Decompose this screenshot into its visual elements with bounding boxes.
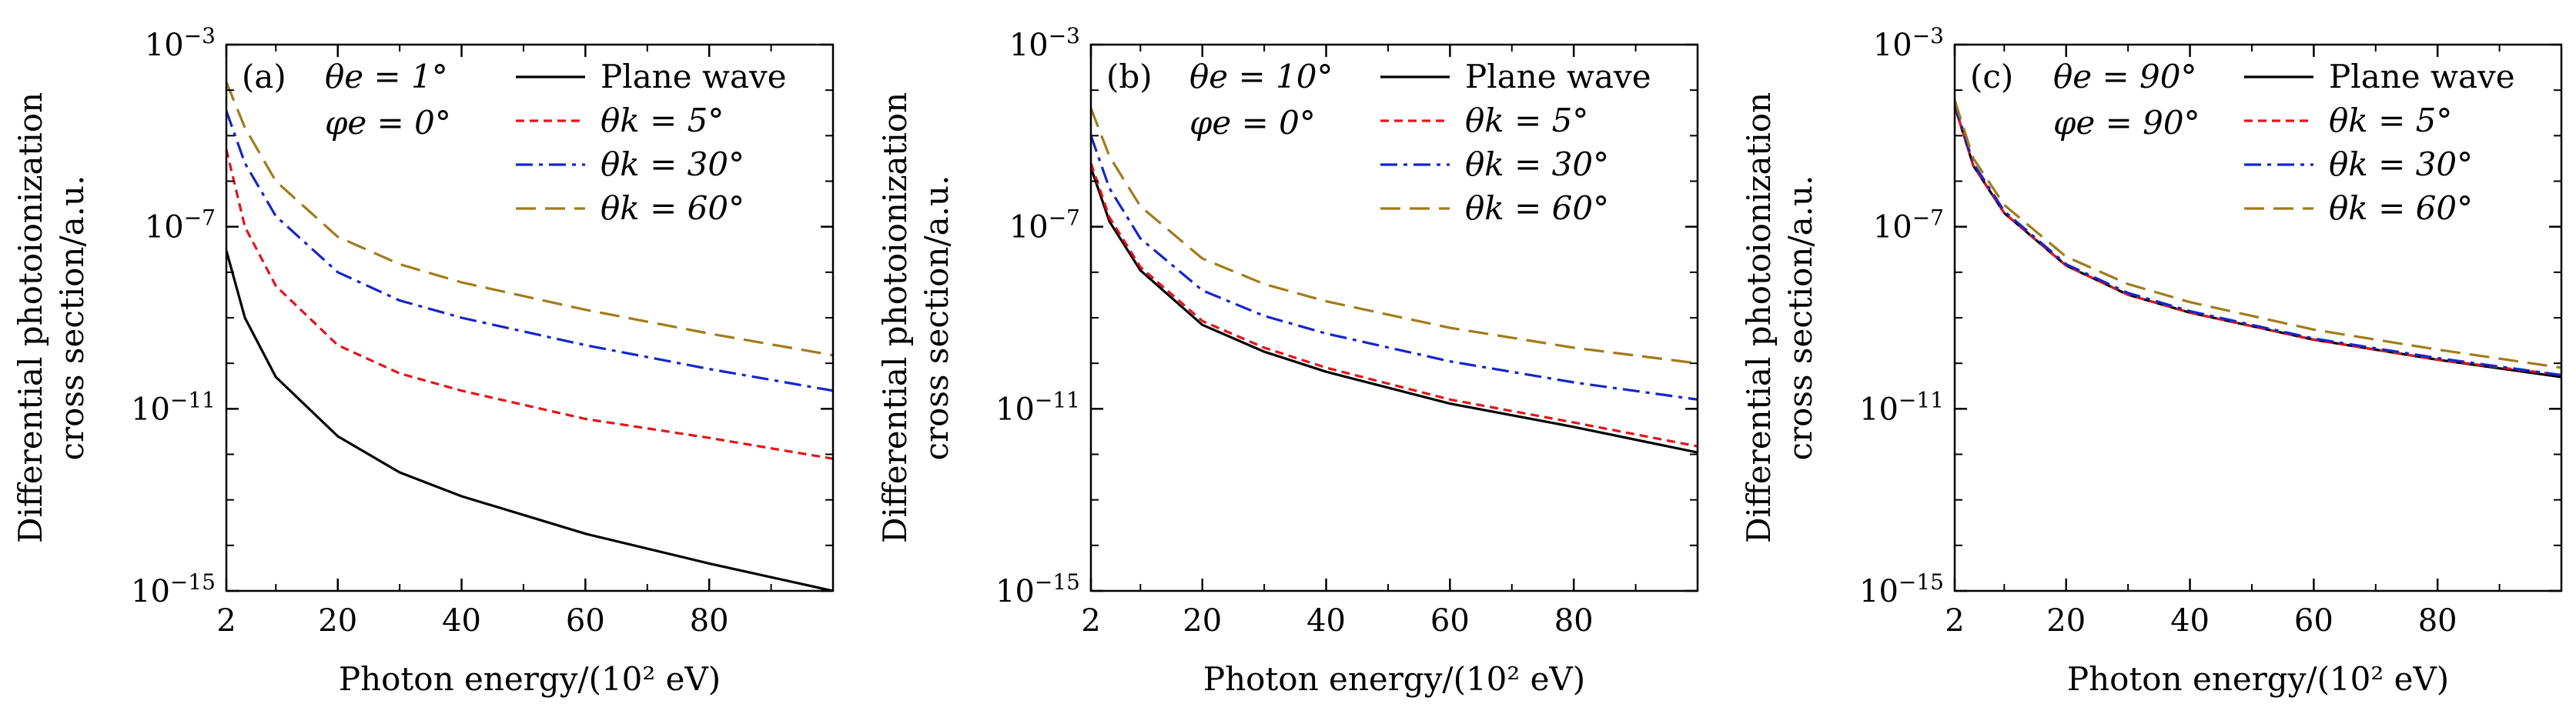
y-axis-label-line2: cross section/a.u.: [918, 175, 955, 461]
legend-label-plane: Plane wave: [2329, 58, 2515, 95]
y-axis-label-line1: Differential photoionization: [876, 92, 914, 543]
x-tick-label: 2: [1945, 603, 1964, 639]
annotation-phi-e: φe = 90°: [2053, 104, 2200, 142]
legend-label-k5: θk = 5°: [1465, 102, 1588, 139]
plot-frame: [225, 43, 835, 592]
legend-label-k30: θk = 30°: [1465, 145, 1609, 183]
legend-label-k60: θk = 60°: [2329, 189, 2473, 227]
x-axis-label: Photon energy/(10² eV): [1203, 660, 1585, 698]
y-axis-label-line2: cross section/a.u.: [1781, 175, 1819, 461]
panel-label: (b): [1106, 58, 1153, 95]
legend-label-k60: θk = 60°: [601, 189, 744, 227]
x-tick-label: 80: [1554, 603, 1594, 639]
panel-label: (a): [242, 58, 286, 95]
y-tick-label: 10−11: [1859, 387, 1944, 427]
y-tick-label: 10−15: [1859, 569, 1944, 609]
y-tick-label: 10−3: [145, 23, 216, 63]
series-line-k60: [1955, 99, 2561, 369]
y-tick-label: 10−11: [995, 387, 1080, 427]
x-tick-label: 60: [1430, 603, 1470, 639]
series-line-k5: [226, 148, 833, 460]
x-axis-label: Photon energy/(10² eV): [339, 660, 721, 698]
y-axis-label-line1: Differential photoionization: [1740, 92, 1778, 543]
legend-label-k60: θk = 60°: [1465, 189, 1609, 227]
series-line-plane: [1091, 167, 1698, 454]
x-tick-label: 20: [2046, 603, 2086, 639]
series-line-k30: [1955, 103, 2561, 377]
y-tick-label: 10−3: [1009, 23, 1080, 63]
legend-label-k5: θk = 5°: [2329, 102, 2452, 139]
chart-panel-b: 2 20 40 60 80 10−3 10−7 10−11 10−15 Photon energy…: [876, 23, 1699, 698]
series-line-k30: [226, 110, 833, 392]
y-tick-label: 10−7: [145, 205, 216, 245]
series-line-plane: [226, 250, 833, 591]
legend-label-plane: Plane wave: [1465, 58, 1651, 95]
annotation-theta-e: θe = 90°: [2053, 58, 2196, 95]
legend-label-k30: θk = 30°: [601, 145, 744, 183]
series-line-k60: [1091, 108, 1698, 365]
y-tick-label: 10−15: [131, 569, 216, 609]
y-axis-label-line2: cross section/a.u.: [53, 175, 91, 461]
x-tick-label: 40: [442, 603, 481, 639]
legend-label-k5: θk = 5°: [601, 102, 724, 139]
series-line-k5: [1955, 105, 2561, 377]
annotation-theta-e: θe = 1°: [325, 58, 448, 95]
y-tick-label: 10−15: [995, 569, 1080, 609]
series-line-k5: [1091, 162, 1698, 448]
annotation-theta-e: θe = 10°: [1189, 58, 1333, 95]
chart-panel-c: 2 20 40 60 80 10−3 10−7 10−11 10−15 Photon energy…: [1740, 23, 2563, 698]
x-axis-label: Photon energy/(10² eV): [2067, 660, 2449, 698]
legend-label-plane: Plane wave: [601, 58, 787, 95]
annotation-phi-e: φe = 0°: [325, 104, 451, 142]
x-tick-label: 60: [566, 603, 605, 639]
y-axis-label: Differential photoionization cross sectio…: [1740, 92, 1819, 543]
x-tick-label: 2: [216, 603, 236, 639]
panel-label: (c): [1970, 58, 2013, 95]
y-tick-label: 10−7: [1009, 205, 1080, 245]
x-tick-label: 20: [318, 603, 357, 639]
x-tick-label: 40: [1306, 603, 1346, 639]
chart-panel-a: 2 20 40 60 80 10−3 10−7 10−11 10−15 Photon energy…: [12, 23, 835, 698]
y-tick-label: 10−11: [131, 387, 216, 427]
y-axis-label: Differential photoionization cross sectio…: [876, 92, 955, 543]
annotation-phi-e: φe = 0°: [1189, 104, 1316, 142]
x-tick-label: 2: [1081, 603, 1100, 639]
plot-frame: [1089, 43, 1699, 592]
y-tick-label: 10−7: [1873, 205, 1944, 245]
series-line-k60: [226, 82, 833, 357]
x-tick-label: 40: [2170, 603, 2210, 639]
x-tick-label: 80: [2418, 603, 2457, 639]
x-tick-label: 20: [1183, 603, 1222, 639]
x-tick-label: 80: [690, 603, 729, 639]
y-axis-label: Differential photoionization cross sectio…: [12, 92, 91, 543]
y-axis-label-line1: Differential photoionization: [12, 92, 49, 543]
legend-label-k30: θk = 30°: [2329, 145, 2473, 183]
series-line-k30: [1091, 135, 1698, 401]
y-tick-label: 10−3: [1873, 23, 1944, 63]
x-tick-label: 60: [2294, 603, 2333, 639]
